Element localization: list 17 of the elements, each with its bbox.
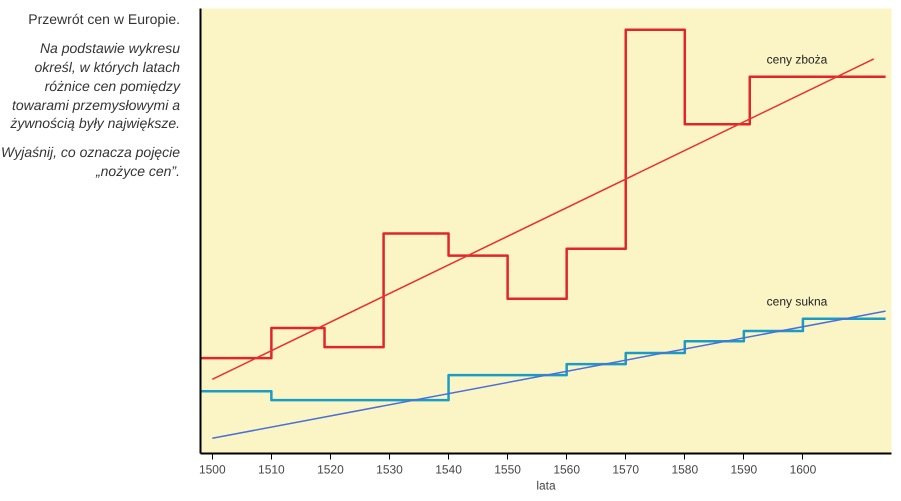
x-tick-label: 1500 [198,462,226,476]
x-tick-label: 1530 [376,462,404,476]
x-tick-label: 1580 [671,462,698,476]
x-axis-title: lata [536,478,556,492]
text: Na podstawie wykresu określ, w których latach różnice cen pomiędzy towarami przemysłowymi a żywnością były największe. [9,38,180,134]
x-tick-label: 1520 [317,462,344,476]
series-label: ceny zboża [766,52,828,67]
x-tick-label: 1570 [612,462,640,476]
x-tick-label: 1550 [494,462,522,476]
chart-title: Przewrót cen w Europie. [27,10,180,29]
x-tick-label: 1560 [553,462,580,476]
x-tick-label: 1600 [790,462,817,476]
series-label: ceny sukna [766,294,828,309]
x-tick-label: 1590 [730,462,758,476]
text: Wyjaśnij, co oznacza pojęcie „nożyce cen”. [0,143,180,182]
x-tick-label: 1540 [435,462,462,476]
x-tick-label: 1510 [258,462,286,476]
